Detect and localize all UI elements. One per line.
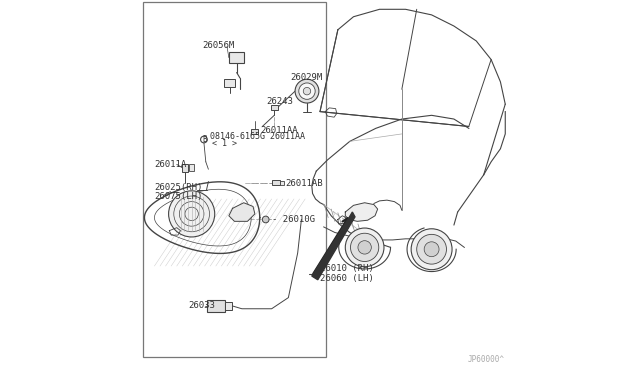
Bar xyxy=(229,52,244,63)
Circle shape xyxy=(358,241,371,254)
Bar xyxy=(143,2,326,357)
Circle shape xyxy=(411,229,452,270)
Bar xyxy=(271,105,278,110)
Circle shape xyxy=(303,87,310,95)
Text: 26011A: 26011A xyxy=(154,160,187,169)
Bar xyxy=(224,79,235,87)
Text: 26060 (LH): 26060 (LH) xyxy=(320,275,374,283)
Bar xyxy=(189,164,193,171)
Text: 26010 (RH): 26010 (RH) xyxy=(320,264,374,273)
Circle shape xyxy=(262,216,269,223)
Bar xyxy=(207,300,225,312)
Circle shape xyxy=(295,79,319,103)
Bar xyxy=(225,302,232,310)
Text: 26029M: 26029M xyxy=(291,73,323,82)
Text: 26033: 26033 xyxy=(188,301,215,310)
Text: B: B xyxy=(202,135,207,144)
Text: - 26010G: - 26010G xyxy=(273,215,316,224)
Circle shape xyxy=(424,242,439,257)
Bar xyxy=(182,164,188,172)
Text: 26243: 26243 xyxy=(266,97,293,106)
Circle shape xyxy=(168,191,215,237)
Text: JP60000^: JP60000^ xyxy=(467,355,504,364)
Circle shape xyxy=(299,83,315,99)
Text: 08146-6165G 26011AA: 08146-6165G 26011AA xyxy=(209,132,305,141)
Text: 26011AB: 26011AB xyxy=(286,179,323,187)
Polygon shape xyxy=(346,203,378,221)
Polygon shape xyxy=(229,203,255,221)
Text: 26075(LH): 26075(LH) xyxy=(154,192,203,201)
Circle shape xyxy=(346,228,384,267)
Text: 26056M: 26056M xyxy=(202,41,234,50)
Bar xyxy=(271,180,280,185)
Bar xyxy=(280,181,284,185)
Text: < 1 >: < 1 > xyxy=(212,139,237,148)
Text: 26011AA: 26011AA xyxy=(260,126,298,135)
Polygon shape xyxy=(312,212,355,280)
Text: 26025(RH): 26025(RH) xyxy=(154,183,203,192)
Circle shape xyxy=(417,234,447,264)
Circle shape xyxy=(351,233,379,262)
Bar xyxy=(251,129,258,134)
